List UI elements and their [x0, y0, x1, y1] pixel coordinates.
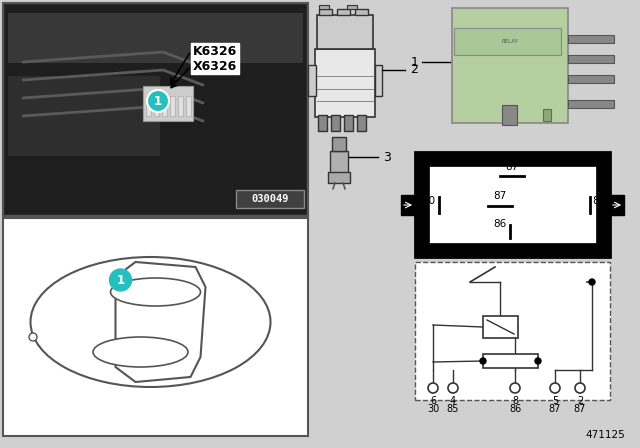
Polygon shape [115, 262, 205, 382]
Bar [315, 49, 375, 117]
Text: 1: 1 [154, 95, 162, 108]
Text: K6326: K6326 [193, 44, 237, 57]
Bar [143, 86, 193, 121]
Bar [415, 152, 610, 257]
Circle shape [480, 358, 486, 364]
Bar [332, 137, 346, 151]
Text: 87: 87 [493, 191, 507, 201]
Bar [483, 354, 538, 368]
Text: 5: 5 [552, 396, 558, 406]
Circle shape [147, 90, 169, 112]
Bar [543, 109, 551, 121]
Text: 4: 4 [450, 396, 456, 406]
Bar [331, 115, 340, 131]
Text: RELAY: RELAY [501, 39, 518, 44]
Bar [568, 100, 614, 108]
Text: 30: 30 [422, 196, 435, 206]
Bar [355, 9, 368, 15]
Circle shape [428, 383, 438, 393]
Text: 86: 86 [509, 404, 521, 414]
Text: 87: 87 [574, 404, 586, 414]
Text: 2: 2 [410, 63, 418, 76]
Circle shape [535, 358, 541, 364]
Bar [415, 262, 610, 400]
Bar [344, 115, 353, 131]
Bar [154, 96, 159, 116]
Text: 3: 3 [383, 151, 391, 164]
Bar [236, 190, 304, 208]
Bar [483, 316, 518, 338]
Bar [610, 195, 624, 215]
Bar [317, 15, 373, 49]
Circle shape [550, 383, 560, 393]
Circle shape [29, 333, 37, 341]
Text: 6: 6 [430, 396, 436, 406]
Circle shape [589, 279, 595, 285]
Text: 87: 87 [506, 162, 518, 172]
Bar [347, 5, 357, 9]
Bar [178, 96, 183, 116]
Bar [8, 13, 303, 63]
Text: 471125: 471125 [585, 430, 625, 440]
Circle shape [448, 383, 458, 393]
Bar [319, 9, 332, 15]
Bar [186, 96, 191, 116]
Text: 86: 86 [493, 219, 507, 229]
Bar [568, 75, 614, 83]
Bar [337, 9, 350, 15]
Bar [3, 3, 308, 216]
Text: 1: 1 [116, 273, 125, 287]
Text: 85: 85 [592, 196, 605, 206]
Bar [146, 96, 151, 116]
Bar [375, 65, 382, 96]
Bar [429, 166, 596, 243]
Bar [318, 115, 327, 131]
Bar [8, 76, 160, 156]
Text: 87: 87 [549, 404, 561, 414]
Text: X6326: X6326 [193, 60, 237, 73]
Text: 1: 1 [411, 56, 419, 69]
Text: 2: 2 [577, 396, 583, 406]
Bar [568, 55, 614, 63]
Bar [162, 96, 167, 116]
Ellipse shape [111, 278, 200, 306]
Text: 30: 30 [427, 404, 439, 414]
Bar [357, 115, 366, 131]
Bar [502, 105, 516, 125]
Bar [452, 8, 568, 123]
Text: 030049: 030049 [252, 194, 289, 204]
Ellipse shape [31, 257, 271, 387]
Circle shape [510, 383, 520, 393]
Bar [401, 195, 415, 215]
Text: 85: 85 [447, 404, 459, 414]
Ellipse shape [93, 337, 188, 367]
Text: 8: 8 [512, 396, 518, 406]
Bar [319, 5, 329, 9]
Bar [5, 5, 306, 214]
Circle shape [575, 383, 585, 393]
Bar [454, 28, 561, 55]
Bar [568, 35, 614, 43]
Bar [308, 65, 316, 96]
Bar [328, 172, 350, 183]
Bar [330, 151, 348, 173]
Circle shape [109, 269, 131, 291]
Bar [3, 218, 308, 436]
Bar [170, 96, 175, 116]
